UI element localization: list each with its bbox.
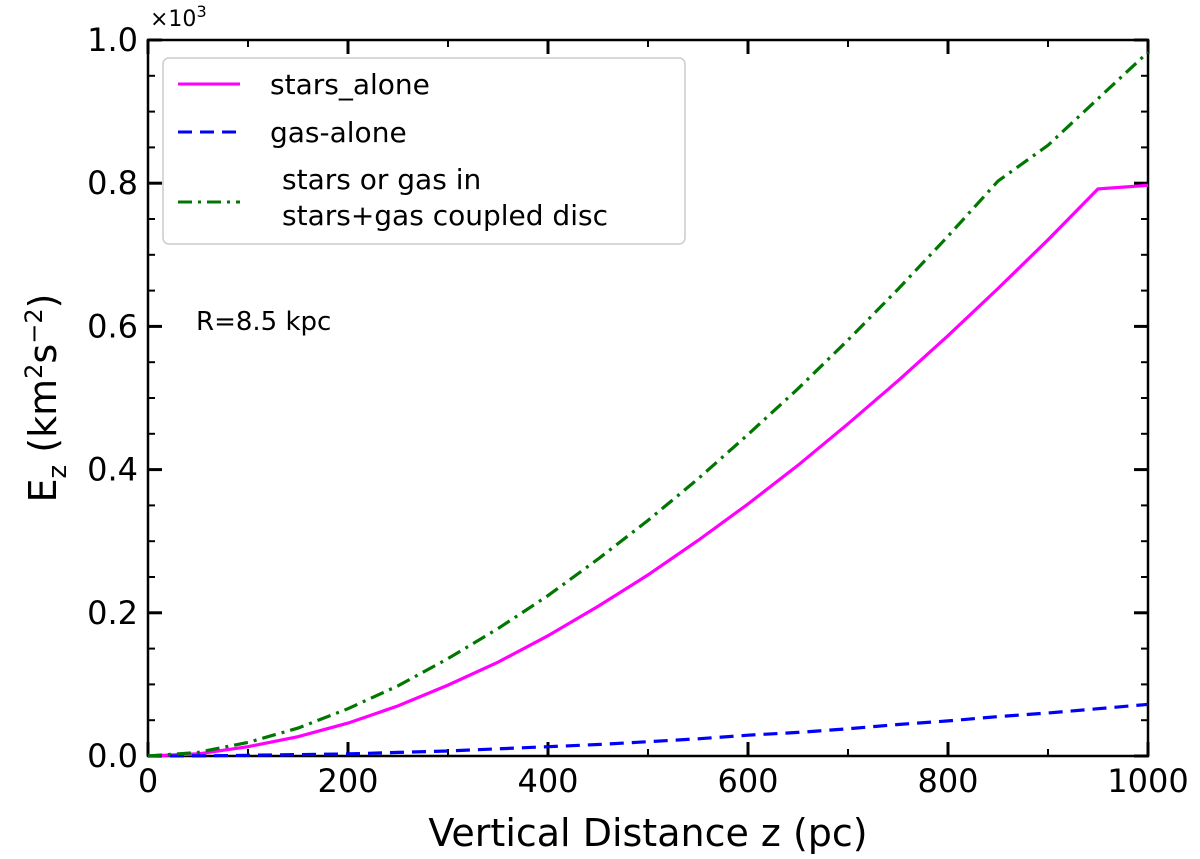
y-tick-label: 1.0 xyxy=(87,21,138,59)
axis-tick-labels: 0 200 400 600 800 1000 0.0 0.2 0.4 0.6 0.8 1.0 xyxy=(87,21,1189,800)
y-multiplier-base: ×10 xyxy=(150,7,196,32)
x-tick-label: 400 xyxy=(517,762,578,800)
axis-ticks xyxy=(146,38,1150,758)
x-tick-label: 200 xyxy=(317,762,378,800)
legend-label-coupled-disc-line1: stars or gas in xyxy=(282,163,481,196)
legend-label-stars-alone: stars_alone xyxy=(270,68,430,101)
x-tick-label: 1000 xyxy=(1107,762,1188,800)
y-axis-title-unit-post: ) xyxy=(21,294,65,309)
y-tick-label: 0.2 xyxy=(87,594,138,632)
y-tick-label: 0.6 xyxy=(87,307,138,345)
legend-box xyxy=(162,57,686,245)
y-axis-title-base: E xyxy=(21,478,65,502)
series-line-coupled-disc xyxy=(147,51,1150,758)
y-axis-multiplier: ×103 xyxy=(150,2,207,32)
legend: stars_alone gas-alone stars or gas in st… xyxy=(162,57,686,245)
x-tick-label: 600 xyxy=(717,762,778,800)
series-line-gas-alone xyxy=(147,702,1149,758)
x-tick-label: 0 xyxy=(138,762,158,800)
x-axis-title: Vertical Distance z (pc) xyxy=(428,811,867,855)
x-tick-label: 800 xyxy=(917,762,978,800)
legend-label-coupled-disc-line2: stars+gas coupled disc xyxy=(282,199,608,232)
y-axis-title-sup1: 2 xyxy=(20,364,48,379)
legend-label-gas-alone: gas-alone xyxy=(270,116,407,149)
series-line-stars-alone xyxy=(147,183,1149,758)
y-axis-title: Ez (km2s−2) xyxy=(20,294,73,503)
y-tick-label: 0.4 xyxy=(87,451,138,489)
y-axis-title-unit-pre: (km xyxy=(21,379,65,465)
y-axis-title-unit-mid: s xyxy=(21,344,65,364)
series-lines xyxy=(147,51,1150,758)
y-axis-title-sup2: −2 xyxy=(20,308,48,343)
y-multiplier-exp: 3 xyxy=(196,2,206,21)
y-axis-title-sub: z xyxy=(43,465,73,479)
y-tick-label: 0.0 xyxy=(87,737,138,775)
radius-annotation: R=8.5 kpc xyxy=(196,307,331,337)
y-tick-label: 0.8 xyxy=(87,164,138,202)
